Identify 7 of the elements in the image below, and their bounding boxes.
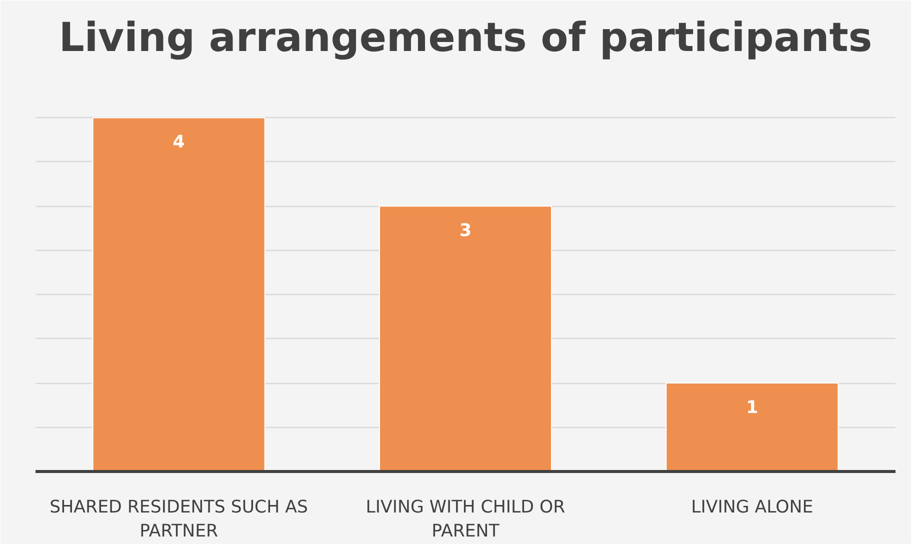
data-label: 4 [172,132,185,153]
data-label: 1 [746,398,758,418]
x-tick-label: SHARED RESIDENTS SUCH AS PARTNER [50,498,308,542]
x-tick-label: LIVING WITH CHILD OR PARENT [366,498,566,542]
chart-title: Living arrangements of participants [58,15,872,61]
data-label: 3 [459,221,472,242]
x-tick-label: LIVING ALONE [691,498,814,518]
